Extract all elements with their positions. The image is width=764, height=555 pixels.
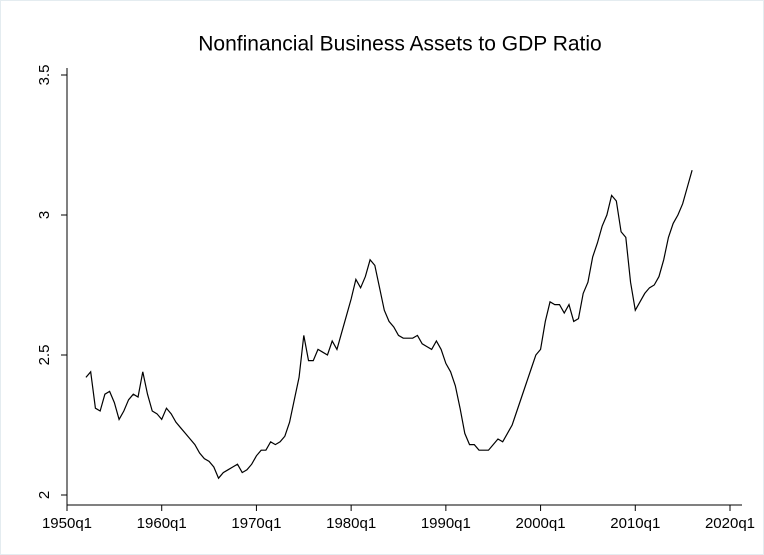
y-tick-label: 3.5	[36, 65, 53, 86]
x-tick-label: 1970q1	[231, 515, 281, 532]
chart-title: Nonfinancial Business Assets to GDP Rati…	[198, 33, 601, 56]
x-tick-label: 1990q1	[421, 515, 471, 532]
x-tick-label: 1980q1	[326, 515, 376, 532]
x-tick-label: 1960q1	[137, 515, 187, 532]
x-tick-label: 1950q1	[42, 515, 92, 532]
data-line	[85, 170, 693, 480]
y-tick-label: 2.5	[36, 345, 53, 366]
x-tick-label: 2010q1	[610, 515, 660, 532]
y-tick-label: 2	[36, 491, 53, 499]
x-tick-label: 2000q1	[516, 515, 566, 532]
x-tick-label: 2020q1	[705, 515, 755, 532]
y-tick-label: 3	[36, 211, 53, 219]
